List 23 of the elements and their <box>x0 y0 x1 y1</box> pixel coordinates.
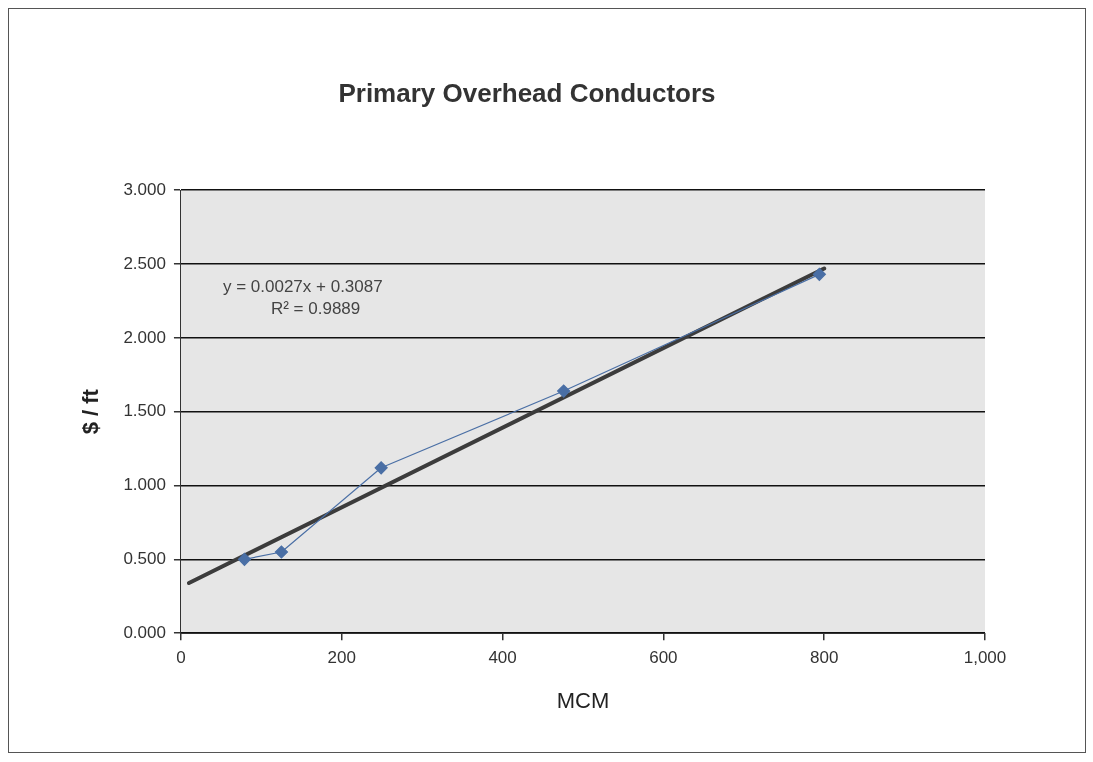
chart-title: Primary Overhead Conductors <box>338 77 716 108</box>
point <box>237 552 252 566</box>
point <box>557 384 571 398</box>
y-tick-label: 3.000 <box>123 179 166 199</box>
annotation: R² = 0.9889 <box>270 298 361 318</box>
y-tick-label: 1.000 <box>123 475 166 495</box>
y-tick-label: 1.500 <box>123 401 166 421</box>
y-axis-title: $ / ft <box>78 388 104 435</box>
y-tick-label: 2.500 <box>123 253 166 273</box>
point <box>374 461 388 475</box>
x-tick-label: 1,000 <box>963 648 1007 668</box>
y-tick-label: 0.000 <box>123 622 166 642</box>
x-tick-label: 600 <box>649 648 678 668</box>
x-tick-label: 400 <box>488 648 517 668</box>
y-tick-label: 2.000 <box>123 327 166 347</box>
y-tick-label: 0.500 <box>123 549 166 569</box>
x-tick-label: 800 <box>810 648 839 668</box>
x-tick-label: 200 <box>327 648 356 668</box>
point <box>274 545 289 559</box>
annotation: y = 0.0027x + 0.3087 <box>222 276 383 296</box>
x-axis-title: MCM <box>556 687 610 713</box>
point <box>812 267 826 281</box>
x-tick-label: 0 <box>176 648 186 668</box>
